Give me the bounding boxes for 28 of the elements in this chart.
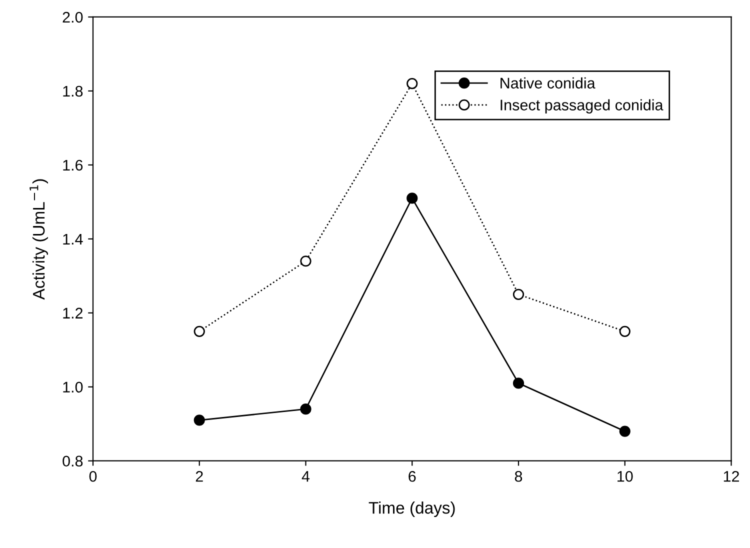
- x-tick-label: 6: [408, 470, 416, 482]
- y-tick-label: 1.6: [63, 160, 83, 171]
- x-tick-label: 8: [514, 470, 522, 482]
- y-tick-label: 1.8: [63, 86, 83, 97]
- point: [300, 404, 312, 415]
- point: [194, 414, 205, 426]
- y-tick-label: 2.0: [62, 12, 83, 23]
- point: [406, 192, 418, 204]
- point: [512, 288, 524, 300]
- point: [406, 78, 418, 90]
- y-tick-label: 0.8: [62, 456, 83, 467]
- point: [194, 326, 205, 337]
- legend-label: Insect passaged conidia: [500, 99, 664, 114]
- point: [512, 378, 524, 389]
- point: [300, 256, 312, 267]
- y-tick-label: 1.2: [63, 308, 83, 318]
- y-tick-label: 1.4: [63, 234, 83, 244]
- x-axis-title: Time (days): [368, 502, 455, 518]
- x-tick-label: 2: [196, 470, 203, 482]
- y-axis-title: Activity (UmL$^{−1}$): [30, 179, 48, 300]
- x-tick-label: 4: [302, 471, 310, 482]
- point: [619, 326, 630, 337]
- point: [619, 426, 630, 437]
- x-tick-label: 0: [89, 470, 97, 482]
- x-tick-label: 12: [724, 470, 739, 482]
- y-tick-label: 1.0: [63, 382, 83, 393]
- x-tick-label: 10: [618, 470, 633, 482]
- legend-label: Native conidia: [500, 77, 596, 89]
